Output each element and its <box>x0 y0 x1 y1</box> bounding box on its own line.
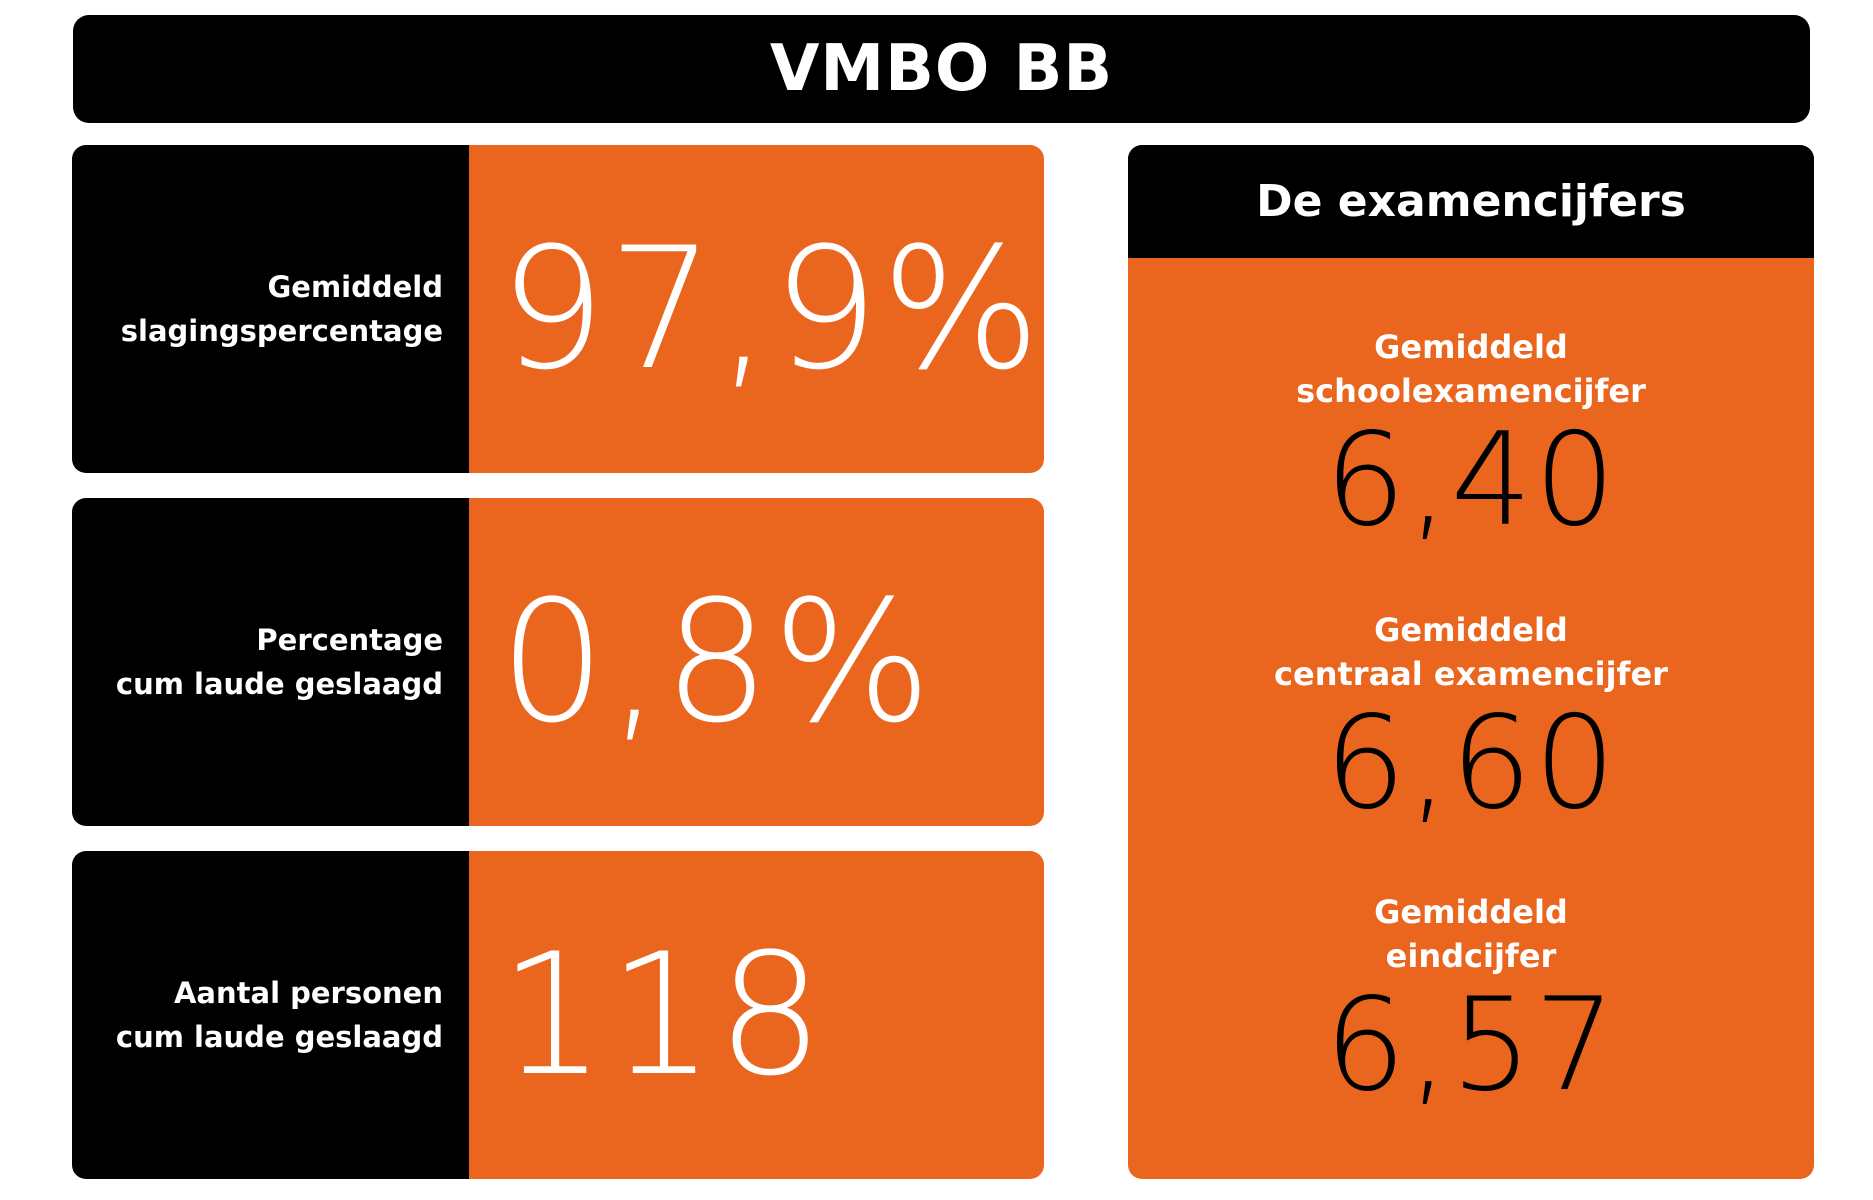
exam-grades-card: De examencijfers Gemiddeld schoolexamenc… <box>1128 145 1814 1179</box>
stat-label-panel: Percentage cum laude geslaagd <box>72 498 469 826</box>
stat-label-panel: Gemiddeld slagingspercentage <box>72 145 469 473</box>
stat-value-panel: 118 <box>469 851 1044 1179</box>
stat-label-panel: Aantal personen cum laude geslaagd <box>72 851 469 1179</box>
exam-item-central-exam: Gemiddeld centraal examencijfer 6,60 <box>1128 608 1814 828</box>
exam-item-label: Gemiddeld schoolexamencijfer <box>1296 328 1646 410</box>
stat-card-cum-laude-count: Aantal personen cum laude geslaagd 118 <box>72 851 1044 1179</box>
stat-label: Percentage cum laude geslaagd <box>115 623 443 701</box>
stat-value-panel: 97,9% <box>469 145 1044 473</box>
exam-item-value: 6,60 <box>1324 689 1618 838</box>
page-title: VMBO BB <box>769 32 1114 106</box>
exam-grades-title: De examencijfers <box>1256 176 1686 227</box>
exam-item-value: 6,40 <box>1324 406 1618 555</box>
exam-item-label: Gemiddeld centraal examencijfer <box>1274 611 1668 693</box>
exam-item-final-grade: Gemiddeld eindcijfer 6,57 <box>1128 890 1814 1110</box>
exam-item-value: 6,57 <box>1324 971 1618 1120</box>
stat-card-pass-rate: Gemiddeld slagingspercentage 97,9% <box>72 145 1044 473</box>
stat-label: Aantal personen cum laude geslaagd <box>115 976 443 1054</box>
exam-item-school-exam: Gemiddeld schoolexamencijfer 6,40 <box>1128 325 1814 545</box>
stat-card-cum-laude-percentage: Percentage cum laude geslaagd 0,8% <box>72 498 1044 826</box>
title-banner: VMBO BB <box>73 15 1810 123</box>
stat-value: 118 <box>499 917 826 1113</box>
exam-grades-header: De examencijfers <box>1128 145 1814 258</box>
stat-label: Gemiddeld slagingspercentage <box>120 270 443 348</box>
stat-value: 97,9% <box>499 211 1043 407</box>
stat-value: 0,8% <box>499 564 934 760</box>
stat-value-panel: 0,8% <box>469 498 1044 826</box>
exam-item-label: Gemiddeld eindcijfer <box>1374 893 1568 975</box>
